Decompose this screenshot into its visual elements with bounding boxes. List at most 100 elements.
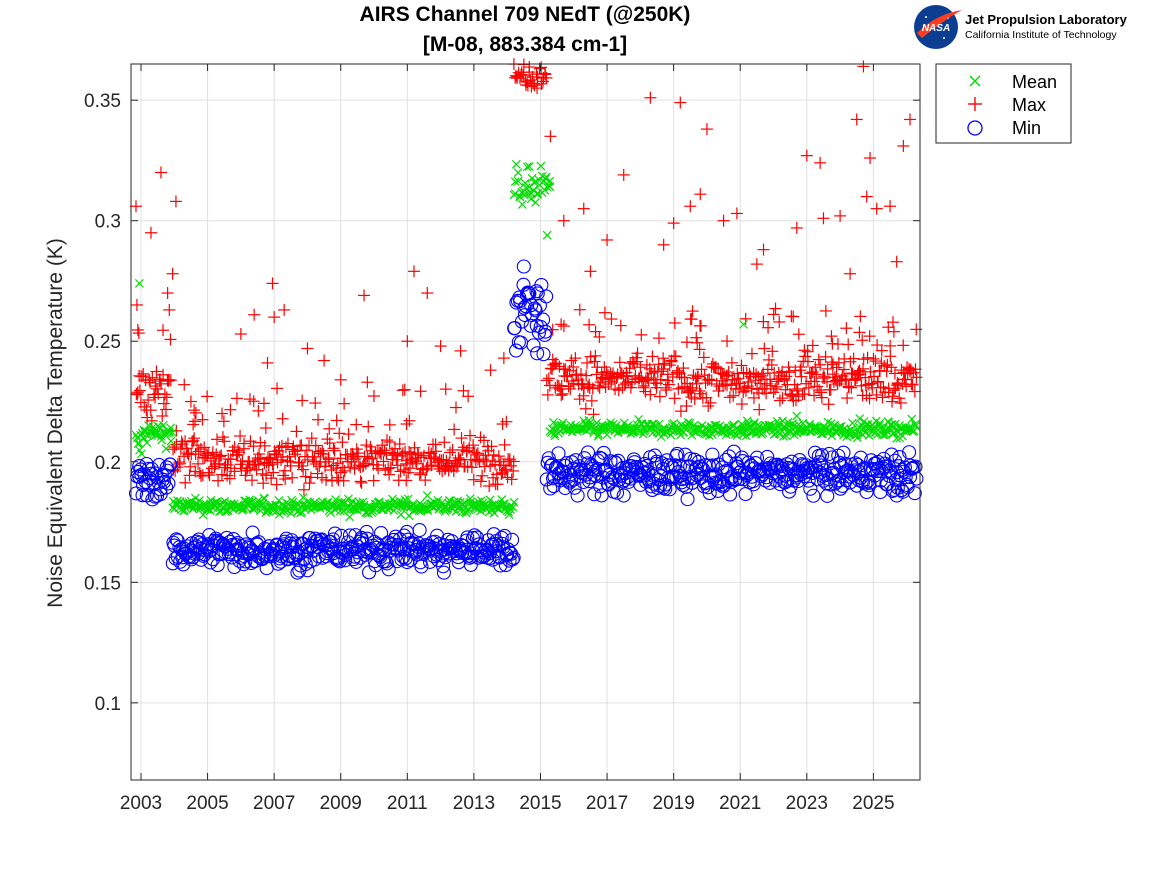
- min-point: [616, 474, 631, 489]
- mean-point: [515, 192, 525, 202]
- max-point: [847, 352, 860, 365]
- mean-point: [517, 199, 527, 209]
- min-point: [562, 475, 577, 490]
- max-point: [690, 331, 703, 344]
- max-point: [333, 427, 346, 440]
- min-point: [570, 462, 585, 477]
- max-point: [266, 277, 279, 290]
- min-point: [850, 457, 865, 472]
- max-point: [474, 475, 487, 488]
- max-point: [184, 395, 197, 408]
- max-point: [158, 388, 171, 401]
- max-point: [419, 474, 432, 487]
- nasa-wordmark: NASA: [922, 23, 950, 34]
- max-point: [179, 476, 192, 489]
- max-point: [694, 319, 707, 332]
- max-point: [383, 436, 396, 449]
- max-point: [425, 459, 438, 472]
- max-point: [297, 463, 310, 476]
- mean-point: [901, 423, 911, 433]
- max-point: [891, 377, 904, 390]
- max-point: [742, 375, 755, 388]
- max-point: [178, 378, 191, 391]
- max-point: [815, 391, 828, 404]
- max-point: [540, 71, 553, 84]
- max-point: [795, 370, 808, 383]
- max-point: [762, 353, 775, 366]
- max-point: [658, 357, 671, 370]
- min-point: [290, 565, 305, 580]
- min-point: [536, 347, 551, 362]
- max-point: [599, 381, 612, 394]
- mean-point: [634, 415, 644, 424]
- mean-point: [186, 496, 196, 506]
- max-point: [269, 447, 282, 460]
- max-point: [722, 366, 735, 379]
- max-point: [837, 363, 850, 376]
- max-point: [806, 339, 819, 352]
- max-point: [792, 328, 805, 341]
- max-point: [452, 451, 465, 464]
- max-point: [840, 322, 853, 335]
- max-point: [376, 439, 389, 452]
- max-point: [608, 371, 621, 384]
- min-point: [594, 451, 609, 466]
- max-point: [234, 328, 247, 341]
- max-point: [628, 358, 641, 371]
- max-point: [798, 388, 811, 401]
- max-point: [850, 113, 863, 126]
- x-tick-label: 2011: [387, 793, 428, 814]
- mean-point: [911, 421, 920, 431]
- min-point: [436, 559, 451, 574]
- min-point: [889, 488, 904, 503]
- max-point: [767, 386, 780, 399]
- max-point: [897, 139, 910, 152]
- max-point: [465, 461, 478, 474]
- max-point: [652, 358, 665, 371]
- max-point: [492, 450, 505, 463]
- mean-point: [167, 428, 177, 438]
- mean-point: [739, 319, 748, 329]
- max-point: [168, 441, 181, 454]
- max-point: [372, 462, 385, 475]
- min-point: [250, 537, 265, 552]
- max-point: [383, 468, 396, 481]
- min-point: [859, 484, 874, 500]
- max-point: [270, 478, 283, 491]
- max-point: [231, 444, 244, 457]
- y-tick-label: 0.35: [84, 91, 121, 112]
- max-point: [875, 357, 888, 370]
- max-point: [562, 380, 575, 393]
- y-tick-label: 0.15: [84, 573, 121, 594]
- mean-point: [778, 416, 788, 426]
- max-point: [221, 469, 234, 482]
- max-point: [867, 352, 880, 365]
- data-markers: [128, 58, 924, 580]
- max-point: [845, 367, 858, 380]
- max-point: [484, 459, 497, 472]
- max-point: [824, 383, 837, 396]
- min-point: [853, 450, 868, 465]
- min-point: [271, 556, 286, 571]
- max-point: [863, 330, 876, 343]
- max-point: [434, 340, 447, 353]
- max-point: [162, 374, 175, 387]
- min-point: [506, 550, 521, 565]
- x-tick-label: 2019: [653, 793, 695, 814]
- max-point: [155, 377, 168, 390]
- max-point: [265, 472, 278, 485]
- max-point: [400, 418, 413, 431]
- max-point: [697, 351, 710, 364]
- min-point: [504, 546, 519, 561]
- max-point: [525, 80, 538, 93]
- max-point: [669, 350, 682, 363]
- mean-point: [892, 433, 902, 443]
- mean-point: [864, 430, 874, 440]
- max-point: [320, 473, 333, 486]
- min-point: [393, 541, 408, 557]
- max-point: [765, 358, 778, 371]
- min-point: [230, 535, 245, 551]
- max-point: [352, 447, 365, 460]
- min-point: [378, 554, 393, 569]
- max-point: [825, 356, 838, 369]
